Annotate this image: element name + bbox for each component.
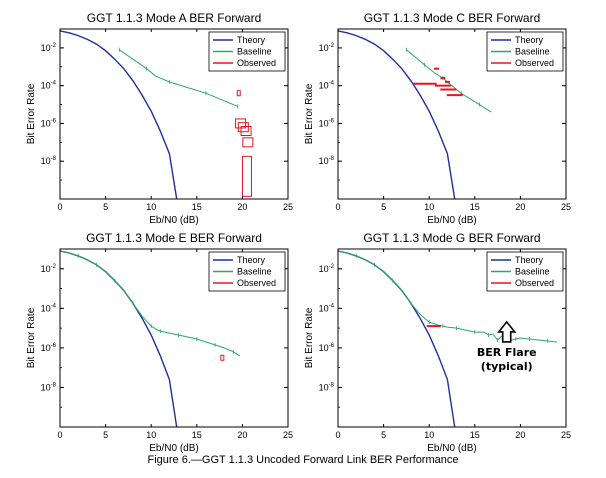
legend-entry: Theory xyxy=(237,35,266,45)
chart-title: GGT 1.1.3 Mode C BER Forward xyxy=(364,11,541,25)
annotation-arrow xyxy=(497,320,517,343)
x-tick-label: 15 xyxy=(470,430,480,440)
y-tick-label: 10-4 xyxy=(41,303,57,313)
chart-panel: GGT 1.1.3 Mode E BER Forward 0 5 10 15 20 25 10… xyxy=(26,231,293,454)
x-tick-label: 5 xyxy=(103,430,108,440)
chart-title: GGT 1.1.3 Mode G BER Forward xyxy=(363,231,540,245)
y-axis-label: Bit Error Rate xyxy=(304,307,315,368)
x-tick-label: 0 xyxy=(335,430,340,440)
axes-frame xyxy=(337,28,567,200)
legend-entry: Baseline xyxy=(237,47,272,57)
figure: GGT 1.1.3 Mode A BER Forward 0 5 10 15 20 25 10… xyxy=(26,11,571,454)
observed-marker xyxy=(242,137,254,148)
y-tick-label: 10-6 xyxy=(319,118,335,128)
y-tick-label: 10-8 xyxy=(41,156,57,166)
legend-entry: Baseline xyxy=(515,267,550,277)
x-tick-label: 10 xyxy=(424,430,434,440)
x-tick-label: 5 xyxy=(381,202,386,212)
figure-caption: Figure 6.—GGT 1.1.3 Uncoded Forward Link… xyxy=(147,454,459,466)
observed-marker xyxy=(240,126,252,136)
x-tick-label: 25 xyxy=(561,430,571,440)
y-tick-label: 10-6 xyxy=(319,343,335,353)
x-axis-label: Eb/N0 (dB) xyxy=(427,215,476,226)
y-tick-label: 10-6 xyxy=(41,118,57,128)
y-tick-label: 10-4 xyxy=(319,81,335,91)
annotation-text: (typical) xyxy=(481,360,533,373)
legend-entry: Baseline xyxy=(237,267,272,277)
y-tick-label: 10-4 xyxy=(41,81,57,91)
x-tick-label: 10 xyxy=(424,202,434,212)
theory-line xyxy=(60,250,178,427)
x-tick-label: 25 xyxy=(283,430,293,440)
axes-frame xyxy=(337,248,567,428)
legend-entry: Observed xyxy=(515,278,554,288)
x-tick-label: 15 xyxy=(192,430,202,440)
y-tick-label: 10-2 xyxy=(41,264,57,274)
plot-area xyxy=(60,30,254,199)
plot-area xyxy=(338,249,557,427)
annotation-text: BER Flare xyxy=(477,346,537,359)
x-tick-label: 25 xyxy=(561,202,571,212)
legend-entry: Observed xyxy=(237,58,276,68)
y-tick-label: 10-8 xyxy=(41,382,57,392)
plot-area xyxy=(338,30,492,199)
x-tick-label: 20 xyxy=(237,202,247,212)
legend-entry: Theory xyxy=(515,255,544,265)
x-tick-label: 15 xyxy=(192,202,202,212)
x-axis-label: Eb/N0 (dB) xyxy=(149,443,198,454)
theory-line xyxy=(338,250,456,427)
y-axis-label: Bit Error Rate xyxy=(26,83,37,144)
x-tick-label: 0 xyxy=(57,430,62,440)
legend-entry: Observed xyxy=(237,278,276,288)
x-tick-label: 20 xyxy=(237,430,247,440)
y-tick-label: 10-6 xyxy=(41,343,57,353)
observed-marker xyxy=(236,90,241,97)
x-tick-label: 5 xyxy=(103,202,108,212)
y-tick-label: 10-4 xyxy=(319,303,335,313)
chart-title: GGT 1.1.3 Mode A BER Forward xyxy=(87,11,262,25)
x-tick-label: 5 xyxy=(381,430,386,440)
baseline-line xyxy=(60,250,240,357)
y-tick-label: 10-2 xyxy=(319,43,335,53)
chart-panel: GGT 1.1.3 Mode A BER Forward 0 5 10 15 20 25 10… xyxy=(26,11,293,226)
x-tick-label: 20 xyxy=(515,202,525,212)
x-tick-label: 15 xyxy=(470,202,480,212)
axes-frame xyxy=(59,248,289,428)
x-tick-label: 0 xyxy=(335,202,340,212)
legend-entry: Observed xyxy=(515,58,554,68)
legend-entry: Theory xyxy=(237,255,266,265)
y-tick-label: 10-8 xyxy=(319,156,335,166)
observed-marker xyxy=(241,155,252,197)
chart-title: GGT 1.1.3 Mode E BER Forward xyxy=(86,231,262,245)
y-tick-label: 10-2 xyxy=(41,43,57,53)
y-axis-label: Bit Error Rate xyxy=(26,307,37,368)
observed-marker xyxy=(237,122,249,133)
x-tick-label: 10 xyxy=(146,430,156,440)
x-tick-label: 0 xyxy=(57,202,62,212)
x-tick-label: 25 xyxy=(283,202,293,212)
x-tick-label: 10 xyxy=(146,202,156,212)
x-axis-label: Eb/N0 (dB) xyxy=(149,215,198,226)
legend-entry: Theory xyxy=(515,35,544,45)
y-tick-label: 10-8 xyxy=(319,382,335,392)
baseline-line xyxy=(338,250,557,343)
theory-line xyxy=(338,30,456,199)
observed-marker xyxy=(220,354,225,361)
x-tick-label: 20 xyxy=(515,430,525,440)
y-tick-label: 10-2 xyxy=(319,264,335,274)
x-axis-label: Eb/N0 (dB) xyxy=(427,443,476,454)
axes-frame xyxy=(59,28,289,200)
legend-entry: Baseline xyxy=(515,47,550,57)
theory-line xyxy=(60,30,178,199)
chart-panel: GGT 1.1.3 Mode G BER Forward 0 5 10 15 20 25 10… xyxy=(304,231,571,454)
plot-area xyxy=(60,249,240,427)
chart-panel: GGT 1.1.3 Mode C BER Forward 0 5 10 15 20 25 10… xyxy=(304,11,571,226)
y-axis-label: Bit Error Rate xyxy=(304,83,315,144)
